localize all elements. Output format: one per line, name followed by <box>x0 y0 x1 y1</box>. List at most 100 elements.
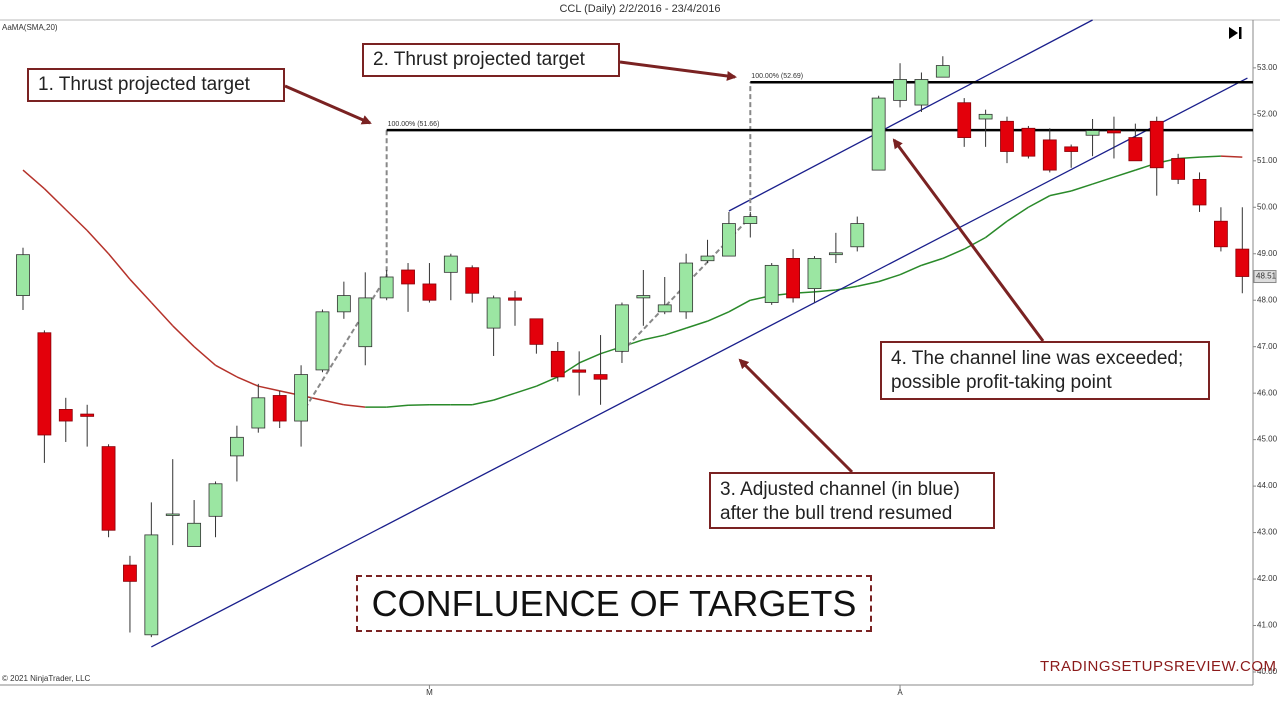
candle-body <box>978 113 993 120</box>
candle-body <box>272 395 287 422</box>
target-label: 100.00% (51.66) <box>388 121 440 128</box>
candle-body <box>1214 220 1228 248</box>
annotation-arrows <box>284 60 1045 474</box>
candle-body <box>379 276 394 299</box>
candle-body <box>914 79 929 106</box>
sma-line <box>685 320 708 329</box>
y-tick-label: 45.00 <box>1257 435 1278 444</box>
sma-line <box>22 169 45 190</box>
candle-body <box>1107 130 1121 134</box>
candle-body <box>529 318 544 345</box>
annotation: 3. Adjusted channel (in blue) after the … <box>709 472 995 529</box>
channel-line <box>728 19 1093 212</box>
sma-line <box>878 273 901 283</box>
candle-body <box>893 79 907 101</box>
watermark: TRADINGSETUPSREVIEW.COM <box>1040 658 1277 675</box>
y-tick-label: 48.00 <box>1257 295 1278 304</box>
sma-line <box>322 399 345 406</box>
candle-body <box>1085 130 1100 136</box>
sma-line <box>215 364 238 378</box>
candle-body <box>807 257 822 290</box>
candle-body <box>401 269 415 285</box>
candle-body <box>294 374 308 422</box>
sma-line <box>172 325 195 348</box>
sma-line <box>985 220 1008 239</box>
candle-body <box>764 264 779 303</box>
indicator-label: AaMA(SMA,20) <box>2 23 58 32</box>
y-tick-label: 52.00 <box>1257 109 1278 118</box>
play-end-button[interactable] <box>1229 27 1242 39</box>
candle-body <box>508 297 522 301</box>
sma-line <box>386 404 409 408</box>
candle-body <box>443 255 458 273</box>
copyright: © 2021 NinjaTrader, LLC <box>2 674 91 683</box>
sma-line <box>86 230 110 255</box>
x-tick-label: A <box>897 688 903 697</box>
candle-body <box>828 252 843 256</box>
thrust-line <box>300 130 388 416</box>
candle-body <box>251 397 266 429</box>
x-tick-label: M <box>426 688 433 697</box>
y-tick-label: 43.00 <box>1257 528 1278 537</box>
candle-body <box>743 216 758 224</box>
sma-line <box>942 248 965 260</box>
sma-line <box>1220 155 1243 158</box>
sma-line <box>65 209 88 232</box>
sma-line <box>1092 176 1115 185</box>
candle-body <box>1000 120 1014 152</box>
channel-line <box>151 77 1248 648</box>
y-tick-label: 47.00 <box>1257 342 1278 351</box>
annotation: 4. The channel line was exceeded; possib… <box>880 341 1210 400</box>
sma-line <box>664 327 687 336</box>
target-label: 100.00% (52.69) <box>751 73 803 80</box>
sma-line <box>258 385 280 392</box>
candle-body <box>850 223 865 248</box>
sma-line <box>707 311 730 322</box>
sma-line <box>472 399 494 406</box>
candle-body <box>358 297 373 348</box>
candle-body <box>1192 178 1207 206</box>
candle-body <box>1128 137 1143 162</box>
candle-body <box>336 295 351 313</box>
sma-line <box>343 404 366 408</box>
candle-body <box>486 297 501 329</box>
sma-line <box>578 352 601 364</box>
sma-line <box>1006 206 1029 222</box>
sma-line <box>814 289 836 293</box>
candle-body <box>636 295 651 299</box>
candle-body <box>165 513 180 516</box>
sma-line <box>107 253 131 280</box>
sma-line <box>899 264 922 276</box>
candle-body <box>1149 120 1164 169</box>
sma-line <box>1049 190 1072 197</box>
candle-body <box>101 446 116 531</box>
sma-line <box>193 346 217 366</box>
y-tick-label: 49.00 <box>1257 249 1278 258</box>
candle-body <box>144 534 159 636</box>
candle-body <box>315 311 330 371</box>
candle-body <box>935 65 950 78</box>
sma-line <box>493 392 516 401</box>
sma-line <box>1070 183 1093 192</box>
candle-body <box>871 97 886 171</box>
sma-line <box>1028 195 1051 208</box>
sma-line <box>536 376 559 387</box>
candle-body <box>16 254 30 296</box>
sma-line <box>728 299 751 313</box>
sma-line <box>1113 169 1136 178</box>
sma-line <box>1199 155 1221 158</box>
y-tick-label: 42.00 <box>1257 574 1278 583</box>
last-price-label: 48.51 <box>1256 272 1277 281</box>
candle-body <box>679 262 694 313</box>
candle-body <box>230 436 244 457</box>
candle-body <box>957 102 972 138</box>
sma-line <box>43 188 67 211</box>
sma-line <box>643 334 665 341</box>
sma-line <box>963 236 986 250</box>
candle-body <box>593 374 608 380</box>
y-tick-label: 41.00 <box>1257 621 1278 630</box>
candle-body <box>1171 158 1186 180</box>
sma-line <box>921 257 944 267</box>
